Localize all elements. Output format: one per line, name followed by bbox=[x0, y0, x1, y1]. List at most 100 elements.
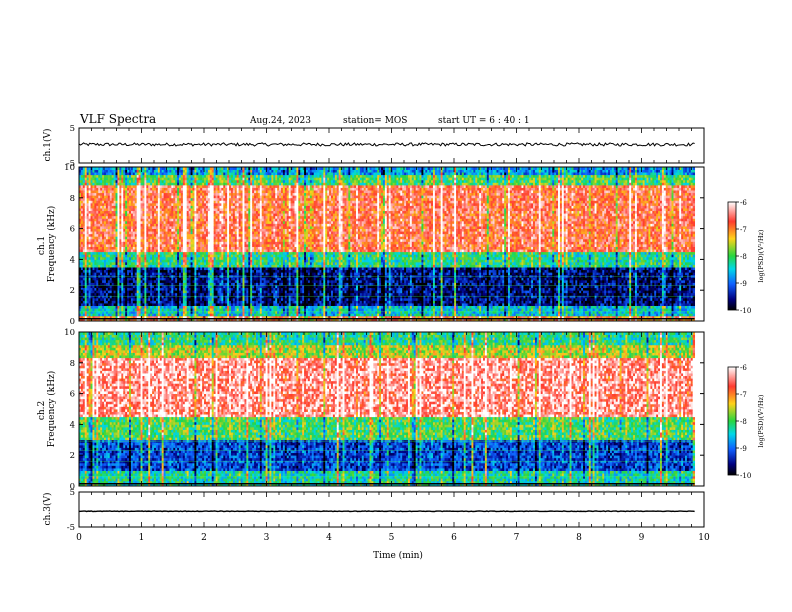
spectrogram-cell bbox=[107, 182, 111, 186]
spectrogram-cell bbox=[119, 267, 122, 271]
spectrogram-cell bbox=[136, 310, 140, 314]
spectrogram-cell bbox=[138, 236, 141, 240]
spectrogram-cell bbox=[111, 277, 115, 281]
spectrogram-cell bbox=[82, 200, 86, 204]
spectrogram-cell bbox=[94, 241, 97, 245]
spectrogram-cell bbox=[84, 297, 88, 301]
spectrogram-cell bbox=[138, 277, 141, 281]
spectrogram-cell bbox=[134, 220, 138, 224]
spectrogram-cell bbox=[80, 259, 84, 263]
spectrogram-cell bbox=[140, 218, 143, 222]
spectrogram-cell bbox=[121, 290, 124, 294]
spectrogram-cell bbox=[123, 290, 126, 294]
spectrogram-cell bbox=[90, 179, 93, 183]
spectrogram-cell bbox=[129, 279, 132, 283]
spectrogram-cell bbox=[117, 174, 120, 178]
spectrogram-cell bbox=[82, 172, 86, 176]
spectrogram-cell bbox=[134, 218, 138, 222]
spectrogram-cell bbox=[113, 267, 116, 271]
spectrogram-cell bbox=[142, 179, 145, 183]
spectrogram-cell bbox=[80, 184, 84, 188]
spectrogram-cell bbox=[129, 259, 132, 263]
spectrogram-cell bbox=[109, 223, 113, 227]
spectrogram-cell bbox=[102, 210, 105, 214]
spectrogram-cell bbox=[92, 202, 95, 206]
spectrogram-cell bbox=[121, 264, 124, 268]
spectrogram-cell bbox=[104, 310, 107, 314]
spectrogram-cell bbox=[142, 308, 145, 312]
spectrogram-cell bbox=[130, 264, 134, 268]
spectrogram-cell bbox=[138, 169, 141, 173]
spectrogram-cell bbox=[123, 208, 126, 212]
spectrogram-cell bbox=[136, 244, 140, 247]
spectrogram-cell bbox=[136, 210, 140, 214]
spectrogram-cell bbox=[96, 256, 99, 260]
spectrogram-cell bbox=[90, 236, 93, 240]
spectrogram-cell bbox=[98, 290, 101, 294]
spectrogram-cell bbox=[107, 202, 111, 206]
spectrogram-cell bbox=[136, 279, 140, 283]
spectrogram-cell bbox=[102, 241, 105, 245]
spectrogram-cell bbox=[113, 251, 116, 255]
spectrogram-cell bbox=[96, 244, 99, 247]
spectrogram-cell bbox=[129, 292, 132, 296]
spectrogram-cell bbox=[115, 295, 118, 299]
spectrogram-cell bbox=[107, 308, 111, 312]
spectrogram-cell bbox=[94, 177, 97, 181]
spectrogram-cell bbox=[111, 208, 115, 212]
spectrogram-cell bbox=[100, 241, 103, 245]
spectrogram-cell bbox=[94, 223, 97, 227]
spectrogram-cell bbox=[121, 210, 124, 214]
spectrogram-cell bbox=[86, 226, 90, 229]
spectrogram-cell bbox=[80, 297, 84, 301]
spectrogram-cell bbox=[130, 213, 134, 217]
spectrogram-cell bbox=[127, 200, 130, 204]
spectrogram-cell bbox=[123, 210, 126, 214]
spectrogram-cell bbox=[96, 269, 99, 273]
spectrogram-cell bbox=[104, 303, 107, 306]
spectrogram-cell bbox=[98, 267, 101, 271]
spectrogram-cell bbox=[119, 231, 122, 235]
spectrogram-cell bbox=[144, 285, 147, 289]
spectrogram-cell bbox=[140, 241, 143, 245]
spectrogram-cell bbox=[117, 308, 120, 312]
spectrogram-cell bbox=[140, 269, 143, 273]
spectrogram-cell bbox=[90, 184, 93, 188]
spectrogram-cell bbox=[98, 233, 101, 237]
spectrogram-cell bbox=[82, 279, 86, 283]
spectrogram-cell bbox=[90, 305, 93, 309]
spectrogram-cell bbox=[86, 244, 90, 247]
spectrogram-cell bbox=[138, 300, 141, 304]
spectrogram-cell bbox=[123, 318, 126, 322]
spectrogram-cell bbox=[94, 300, 97, 304]
spectrogram-cell bbox=[125, 197, 128, 201]
spectrogram-cell bbox=[105, 251, 109, 255]
spectrogram-cell bbox=[140, 205, 143, 209]
spectrogram-cell bbox=[111, 215, 115, 219]
spectrogram-cell bbox=[102, 226, 105, 229]
spectrogram-cell bbox=[111, 259, 115, 263]
spectrogram-cell bbox=[123, 231, 126, 235]
spectrogram-cell bbox=[130, 202, 134, 206]
spectrogram-cell bbox=[115, 300, 118, 304]
spectrogram-cell bbox=[144, 179, 147, 183]
spectrogram-cell bbox=[102, 208, 105, 212]
spectrogram-cell bbox=[134, 205, 138, 209]
spectrogram-cell bbox=[107, 169, 111, 173]
spectrogram-cell bbox=[117, 192, 120, 196]
spectrogram-cell bbox=[82, 241, 86, 245]
spectrogram-cell bbox=[102, 256, 105, 260]
spectrogram-cell bbox=[102, 300, 105, 304]
spectrogram-cell bbox=[86, 177, 90, 181]
spectrogram-cell bbox=[86, 310, 90, 314]
spectrogram-cell bbox=[100, 259, 103, 263]
spectrogram-cell bbox=[127, 228, 130, 232]
spectrogram-cell bbox=[94, 267, 97, 271]
spectrogram-cell bbox=[142, 174, 145, 178]
spectrogram-cell bbox=[146, 310, 149, 314]
spectrogram-cell bbox=[79, 264, 82, 268]
spectrogram-cell bbox=[125, 277, 128, 281]
ch1-voltage-panel: 5-5 ch.1(V) bbox=[42, 124, 705, 169]
spectrogram-cell bbox=[115, 310, 118, 314]
